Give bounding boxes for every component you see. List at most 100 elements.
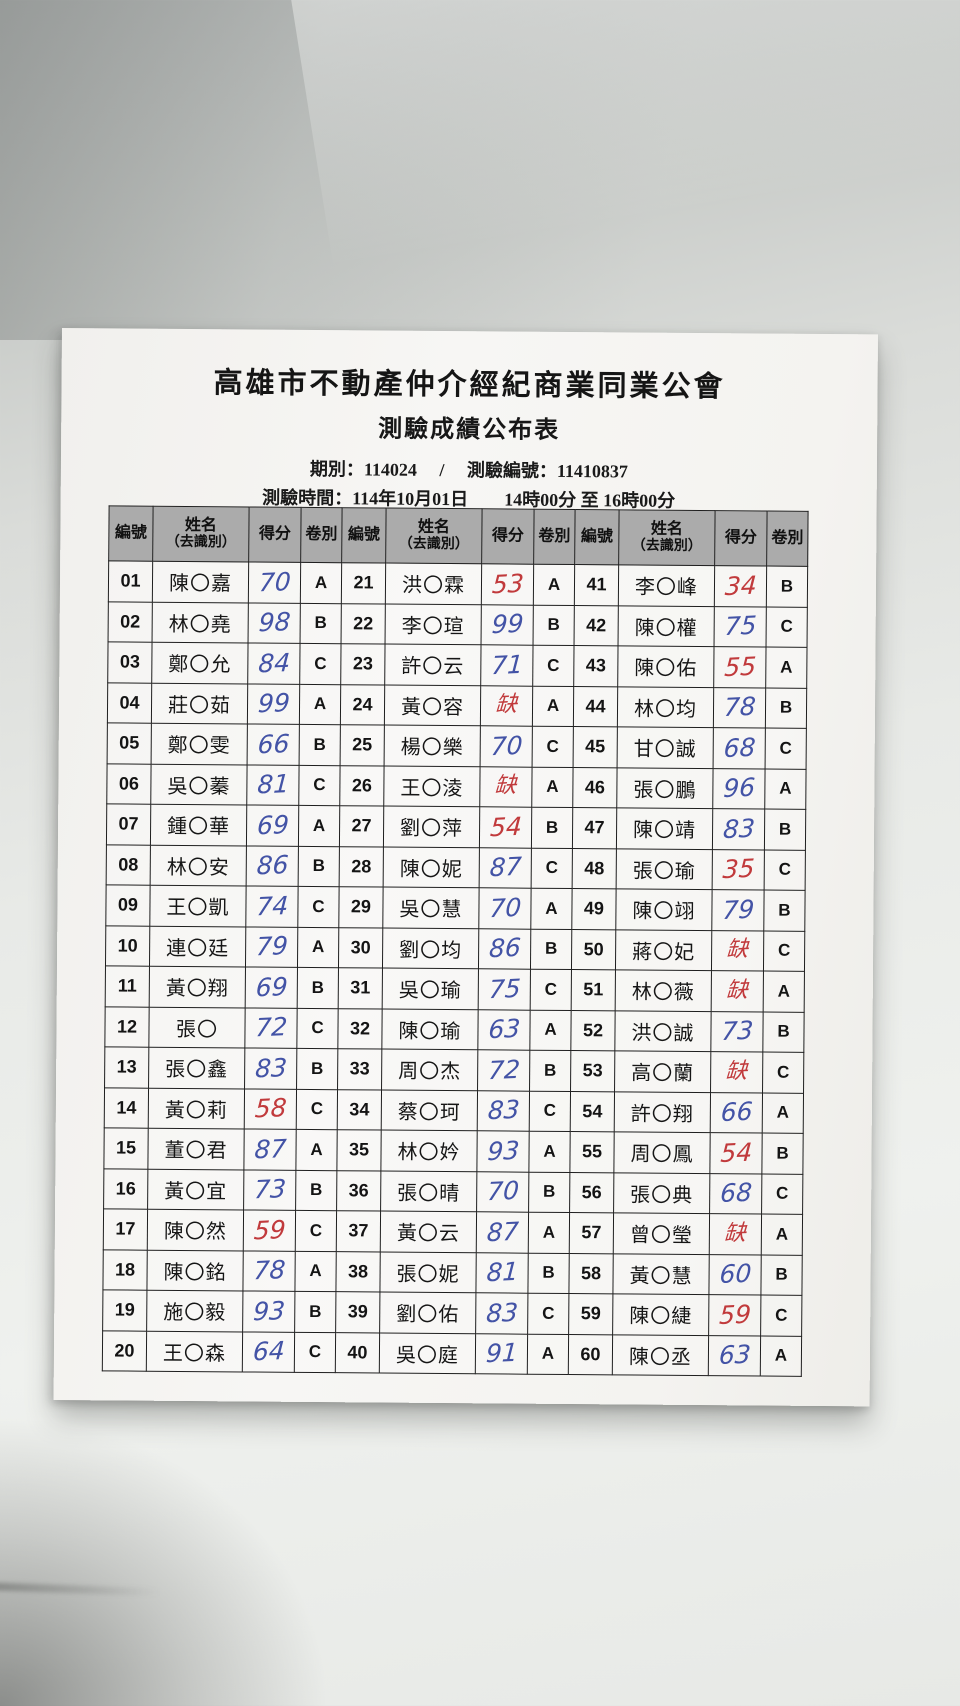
cell-handwritten-score: 72 xyxy=(244,1007,298,1049)
organization-title: 高雄市不動產仲介經紀商業同業公會 xyxy=(213,367,726,404)
col-header-name: 姓名 （去識別） xyxy=(152,506,250,562)
cell-candidate-name: 楊〇樂 xyxy=(384,725,481,767)
cell-paper-type: A xyxy=(529,1009,572,1051)
handwritten-score-value: 59 xyxy=(252,1214,287,1246)
handwritten-score-value: 58 xyxy=(253,1093,288,1124)
cell-handwritten-score: 59 xyxy=(243,1209,296,1251)
cell-candidate-name: 黃〇宜 xyxy=(147,1168,244,1210)
score-row: 16 黃〇宜 73 B 36 張〇晴 70 B 56 張〇典 68 C xyxy=(103,1168,803,1215)
cell-candidate-name: 陳〇緁 xyxy=(612,1293,709,1336)
cell-handwritten-score: 缺 xyxy=(711,930,764,972)
cell-handwritten-score: 72 xyxy=(477,1049,530,1091)
cell-exam-number: 18 xyxy=(102,1249,148,1291)
cell-handwritten-score: 91 xyxy=(475,1333,528,1375)
cell-exam-number: 19 xyxy=(102,1289,147,1331)
col-header-no: 編號 xyxy=(341,507,387,564)
cell-exam-number: 36 xyxy=(336,1170,381,1212)
cell-candidate-name: 陳〇銘 xyxy=(146,1249,244,1291)
cell-exam-number: 47 xyxy=(572,807,617,849)
handwritten-score-value: 60 xyxy=(718,1258,752,1290)
handwritten-score-value: 59 xyxy=(718,1299,752,1330)
col-header-name-sub: （去識別） xyxy=(165,534,236,551)
cell-paper-type: B xyxy=(529,1050,571,1092)
col-header-name-sub: （去識別） xyxy=(398,536,469,553)
cell-handwritten-score: 87 xyxy=(243,1128,297,1170)
cell-exam-number: 30 xyxy=(338,927,383,969)
cell-handwritten-score: 54 xyxy=(479,806,532,848)
cell-exam-number: 51 xyxy=(571,969,616,1011)
cell-handwritten-score: 59 xyxy=(708,1294,761,1336)
cell-handwritten-score: 78 xyxy=(713,687,766,729)
cell-candidate-name: 林〇堯 xyxy=(152,601,249,643)
cell-candidate-name: 林〇安 xyxy=(150,844,247,886)
handwritten-score-value: 83 xyxy=(253,1052,288,1084)
handwritten-absent-mark: 缺 xyxy=(494,773,518,800)
handwritten-score-value: 54 xyxy=(488,811,523,843)
cell-exam-number: 40 xyxy=(335,1332,380,1374)
handwritten-absent-mark: 缺 xyxy=(725,977,750,1004)
cell-candidate-name: 陳〇翊 xyxy=(615,888,713,931)
handwritten-score-value: 86 xyxy=(487,932,522,964)
handwritten-score-value: 66 xyxy=(256,728,291,760)
cell-candidate-name: 黃〇翔 xyxy=(149,966,246,1008)
score-row: 15 董〇君 87 A 35 林〇妗 93 A 55 周〇鳳 54 B xyxy=(103,1127,804,1174)
cell-exam-number: 15 xyxy=(103,1127,149,1169)
handwritten-score-value: 35 xyxy=(721,853,756,885)
cell-paper-type: C xyxy=(532,645,575,687)
cell-handwritten-score: 99 xyxy=(481,604,534,646)
score-row: 18 陳〇銘 78 A 38 張〇妮 81 B 58 黃〇慧 60 B xyxy=(102,1249,803,1296)
cell-candidate-name: 林〇薇 xyxy=(615,969,712,1012)
cell-candidate-name: 張〇妮 xyxy=(379,1251,477,1293)
cell-exam-number: 04 xyxy=(107,682,152,724)
cell-paper-type: B xyxy=(299,724,341,766)
handwritten-score-value: 53 xyxy=(490,568,525,600)
cell-paper-type: C xyxy=(764,849,806,891)
cell-handwritten-score: 83 xyxy=(475,1292,528,1334)
col-header-score: 得分 xyxy=(481,508,535,565)
cell-paper-type: C xyxy=(296,1088,338,1130)
cell-handwritten-score: 79 xyxy=(711,889,765,931)
cell-paper-type: B xyxy=(762,1011,805,1053)
handwritten-score-value: 54 xyxy=(719,1137,753,1168)
cell-handwritten-score: 58 xyxy=(244,1088,297,1130)
cell-candidate-name: 周〇杰 xyxy=(381,1049,478,1091)
cell-candidate-name: 吳〇庭 xyxy=(379,1332,476,1374)
cell-paper-type: B xyxy=(528,1171,570,1213)
handwritten-score-value: 78 xyxy=(252,1255,286,1286)
cell-exam-number: 13 xyxy=(104,1046,149,1088)
cell-candidate-name: 張〇鑫 xyxy=(148,1047,245,1089)
cell-exam-number: 44 xyxy=(573,686,618,727)
cell-exam-number: 35 xyxy=(336,1129,382,1171)
handwritten-score-value: 72 xyxy=(254,1012,288,1043)
cell-candidate-name: 李〇峰 xyxy=(618,564,715,607)
handwritten-score-value: 75 xyxy=(723,610,757,642)
cell-exam-number: 60 xyxy=(568,1334,613,1375)
cell-candidate-name: 李〇瑄 xyxy=(385,603,482,645)
handwritten-score-value: 68 xyxy=(718,1177,753,1209)
handwritten-score-value: 84 xyxy=(257,647,291,679)
cell-paper-type: C xyxy=(529,1090,571,1132)
cell-handwritten-score: 96 xyxy=(712,768,766,810)
cell-candidate-name: 曾〇瑩 xyxy=(613,1212,710,1255)
document-title: 測驗成績公布表 xyxy=(378,416,561,444)
cell-candidate-name: 陳〇瑜 xyxy=(381,1008,479,1050)
cell-paper-type: B xyxy=(297,967,339,1009)
cell-paper-type: A xyxy=(533,564,575,606)
cell-exam-number: 55 xyxy=(569,1131,615,1173)
cell-handwritten-score: 75 xyxy=(714,606,767,648)
cell-exam-number: 38 xyxy=(335,1251,381,1293)
handwritten-score-value: 78 xyxy=(722,691,757,723)
score-row: 14 黃〇莉 58 C 34 蔡〇珂 83 C 54 許〇翔 66 A xyxy=(104,1087,804,1134)
score-row: 11 黃〇翔 69 B 31 吳〇瑜 75 C 51 林〇薇缺 A xyxy=(105,965,805,1012)
handwritten-score-value: 98 xyxy=(257,607,291,638)
cell-handwritten-score: 69 xyxy=(246,804,299,846)
cell-handwritten-score: 99 xyxy=(247,683,300,725)
handwritten-score-value: 63 xyxy=(487,1013,521,1045)
cell-candidate-name: 黃〇莉 xyxy=(148,1087,245,1129)
handwritten-score-value: 73 xyxy=(252,1174,287,1205)
cell-exam-number: 07 xyxy=(106,803,151,845)
handwritten-score-value: 83 xyxy=(721,813,756,844)
cell-candidate-name: 施〇毅 xyxy=(146,1290,243,1332)
cell-handwritten-score: 73 xyxy=(243,1169,296,1211)
cell-handwritten-score: 53 xyxy=(481,563,534,605)
